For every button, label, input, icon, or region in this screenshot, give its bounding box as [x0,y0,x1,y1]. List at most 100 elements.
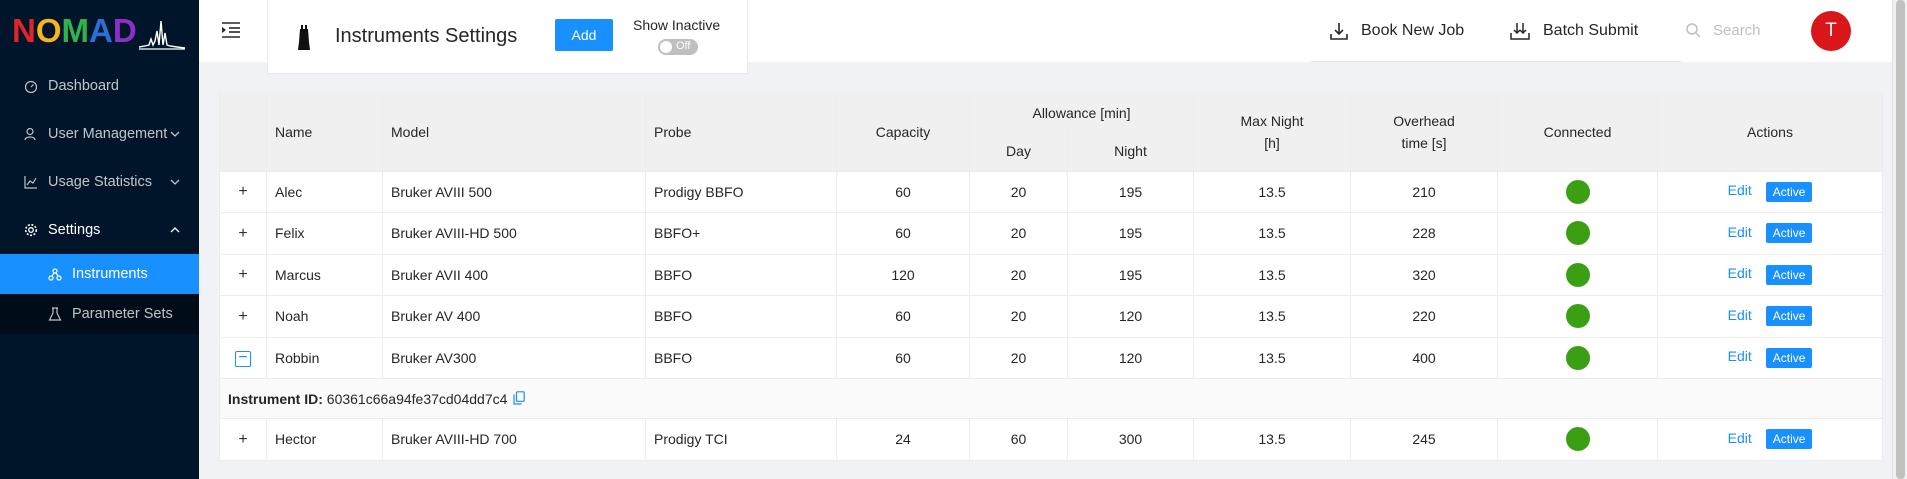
cell-probe: BBFO [645,337,837,379]
column-header-actions: Actions [1657,93,1884,172]
expand-row-icon[interactable]: + [238,307,248,325]
active-button[interactable]: Active [1765,223,1813,244]
expand-row-icon[interactable]: + [238,266,248,284]
column-header-model[interactable]: Model [382,93,646,172]
edit-link[interactable]: Edit [1727,223,1752,240]
experiment-icon [48,267,62,281]
connected-status-dot [1565,179,1590,204]
cell-actions: Edit Active [1657,212,1884,255]
cell-max-night: 13.5 [1193,337,1352,379]
toggle-text: Off [676,40,691,52]
column-header-probe[interactable]: Probe [645,93,837,172]
logo-letter: N [12,12,36,49]
toggle-knob [660,41,672,53]
sidebar-item-dashboard[interactable]: Dashboard [0,62,199,110]
cell-overhead: 320 [1350,254,1499,296]
cell-day: 20 [969,171,1068,213]
connected-status-dot [1565,345,1590,370]
menu-fold-icon[interactable] [221,21,241,39]
show-inactive-toggle[interactable]: Off [658,39,698,55]
collapse-row-icon[interactable]: − [235,349,251,367]
edit-link[interactable]: Edit [1727,429,1752,446]
cell-model: Bruker AV300 [382,337,646,379]
instrument-id-label: Instrument ID: [228,390,323,407]
active-button[interactable]: Active [1765,181,1813,202]
table-row: + Felix Bruker AVIII-HD 500 BBFO+ 60 20 195 13.… [219,212,1884,255]
scrollbar-thumb[interactable] [1896,0,1905,479]
cell-name: Noah [266,295,383,338]
cell-name: Felix [266,212,383,255]
cell-connected [1497,418,1659,461]
column-header-max-night[interactable]: Max Night [h] [1193,93,1352,172]
cell-actions: Edit Active [1657,337,1884,379]
cell-night: 120 [1067,295,1195,338]
cell-name: Hector [266,418,383,461]
batch-submit-button[interactable]: Batch Submit [1509,0,1638,62]
sidebar-item-user-management[interactable]: User Management [0,110,199,158]
sidebar-item-label: Settings [48,222,101,238]
cell-connected [1497,212,1659,255]
page-header: Instruments Settings Add Show Inactive O… [267,0,748,74]
connected-status-dot [1565,304,1590,329]
edit-link[interactable]: Edit [1727,306,1752,323]
cell-name: Marcus [266,254,383,296]
cell-name: Alec [266,171,383,213]
cell-model: Bruker AVII 400 [382,254,646,296]
max-night-line2: [h] [1264,134,1280,151]
sidebar-item-settings[interactable]: Settings [0,206,199,254]
expand-row-icon[interactable]: + [238,430,248,448]
cell-night: 120 [1067,337,1195,379]
overhead-line2: time [s] [1401,134,1447,151]
download-icon [1330,23,1348,40]
expand-row-icon[interactable]: + [238,224,248,242]
cell-day: 60 [969,418,1068,461]
search-icon [1686,23,1701,38]
expand-cell: + [219,295,267,338]
active-button[interactable]: Active [1765,306,1813,327]
active-button[interactable]: Active [1765,347,1813,368]
cell-probe: BBFO [645,295,837,338]
user-avatar[interactable]: T [1811,11,1851,51]
sidebar-item-parameter-sets[interactable]: Parameter Sets [0,294,199,334]
cell-day: 20 [969,254,1068,296]
expanded-row-content: Instrument ID: 60361c66a94fe37cd04dd7c4 [218,378,1884,419]
show-inactive-label: Show Inactive [633,17,721,33]
edit-link[interactable]: Edit [1727,182,1752,199]
expand-cell: + [219,171,267,213]
search-input[interactable] [1713,21,1793,39]
sidebar-item-usage-statistics[interactable]: Usage Statistics [0,158,199,206]
cell-probe: BBFO [645,254,837,296]
header-search[interactable] [1685,16,1797,44]
add-button[interactable]: Add [555,19,613,51]
column-header-capacity[interactable]: Capacity [836,93,970,172]
sidebar-item-label: Instruments [72,266,148,282]
expanded-row: Instrument ID: 60361c66a94fe37cd04dd7c4 [218,378,1884,419]
active-button[interactable]: Active [1765,264,1813,285]
cell-night: 300 [1067,418,1195,461]
column-header-connected: Connected [1497,93,1659,172]
expand-row-icon[interactable]: + [238,183,248,201]
page-scrollbar[interactable] [1892,0,1907,479]
edit-link[interactable]: Edit [1727,348,1752,365]
connected-status-dot [1565,262,1590,287]
active-button[interactable]: Active [1765,429,1813,450]
column-header-name[interactable]: Name [266,93,383,172]
cell-capacity: 60 [836,212,970,255]
edit-link[interactable]: Edit [1727,265,1752,282]
column-header-day[interactable]: Day [969,132,1068,172]
expand-cell: + [219,212,267,255]
copy-icon[interactable] [513,390,526,405]
sidebar-item-label: User Management [48,126,168,142]
cell-day: 20 [969,212,1068,255]
column-header-overhead[interactable]: Overhead time [s] [1350,93,1499,172]
cell-name: Robbin [266,337,383,379]
sidebar-item-instruments[interactable]: Instruments [0,254,199,294]
column-header-night[interactable]: Night [1066,132,1195,172]
cell-overhead: 220 [1350,295,1499,338]
expand-cell: − [219,337,267,379]
spectrometer-icon [298,25,310,50]
cell-max-night: 13.5 [1193,295,1352,338]
book-new-job-button[interactable]: Book New Job [1329,0,1464,62]
gear-icon [24,223,38,237]
